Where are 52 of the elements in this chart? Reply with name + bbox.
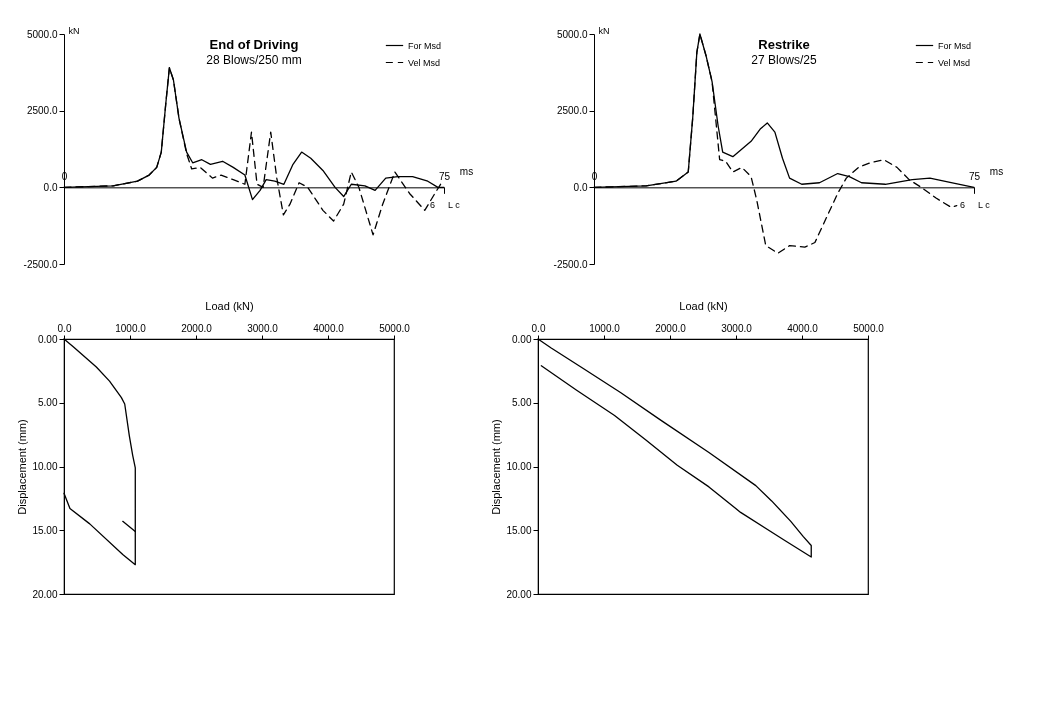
y-tick-label: 20.00 xyxy=(32,588,58,600)
x-tick-label: 2000.0 xyxy=(655,322,687,334)
x-axis-title: ms xyxy=(459,165,474,177)
y-tick-label: 10.00 xyxy=(506,461,532,472)
text: L c xyxy=(978,200,991,211)
y-tick-label: 2500.0 xyxy=(26,105,58,117)
y-tick-label: -2500.0 xyxy=(553,258,588,270)
text: 28 Blows/250 mm xyxy=(206,53,302,67)
x-tick-label: 1000.0 xyxy=(589,322,621,334)
x-tick-label: 2000.0 xyxy=(181,322,213,334)
y-tick-label: 0.0 xyxy=(573,181,588,193)
x-tick-label: 75 xyxy=(438,170,451,182)
y-tick-label: 0.00 xyxy=(38,333,58,345)
x-tick-label: 75 xyxy=(968,170,981,182)
y-axis-title: Displacement (mm) xyxy=(490,419,503,515)
y-tick-label: 15.00 xyxy=(32,524,58,536)
x-axis-title: Load (kN) xyxy=(205,299,254,312)
chart-title: End of Driving xyxy=(209,37,299,52)
y-tick-label: 2500.0 xyxy=(556,105,588,117)
x-tick-label: 0.0 xyxy=(57,322,72,334)
x-tick-label: 1000.0 xyxy=(115,322,147,334)
legend-label: For Msd xyxy=(938,40,972,51)
y-tick-label: 10.00 xyxy=(32,461,58,472)
y-tick-label: 0.00 xyxy=(512,333,532,345)
y-tick-label: -2500.0 xyxy=(23,258,58,270)
x-tick-label: 0.0 xyxy=(531,322,546,334)
y-axis-title: kN xyxy=(68,25,80,36)
y-tick-label: 5000.0 xyxy=(26,28,58,40)
x-tick-label: 5000.0 xyxy=(853,322,885,334)
x-axis-title: ms xyxy=(989,165,1004,177)
legend-label: Vel Msd xyxy=(408,57,441,68)
x-tick-label: 3000.0 xyxy=(721,322,753,334)
y-tick-label: 5.00 xyxy=(38,397,58,409)
text: L c xyxy=(448,200,461,211)
annotation: 6 xyxy=(430,200,436,211)
x-tick-label: 5000.0 xyxy=(379,322,411,334)
y-tick-label: 5000.0 xyxy=(556,28,588,40)
legend-label: Vel Msd xyxy=(938,57,971,68)
x-axis-title: Load (kN) xyxy=(679,299,728,312)
chart-title: Restrike xyxy=(758,37,810,52)
y-tick-label: 5.00 xyxy=(512,397,532,409)
y-axis-title: kN xyxy=(598,25,610,36)
y-tick-label: 0.0 xyxy=(43,181,58,193)
x-tick-label: 4000.0 xyxy=(313,322,345,334)
y-tick-label: 20.00 xyxy=(506,588,532,600)
annotation: 6 xyxy=(960,200,966,211)
text: 27 Blows/25 xyxy=(751,53,818,67)
y-tick-label: 15.00 xyxy=(506,524,532,536)
x-tick-label: 4000.0 xyxy=(787,322,819,334)
y-axis-title: Displacement (mm) xyxy=(16,419,29,515)
legend-label: For Msd xyxy=(408,40,442,51)
x-tick-label: 3000.0 xyxy=(247,322,279,334)
